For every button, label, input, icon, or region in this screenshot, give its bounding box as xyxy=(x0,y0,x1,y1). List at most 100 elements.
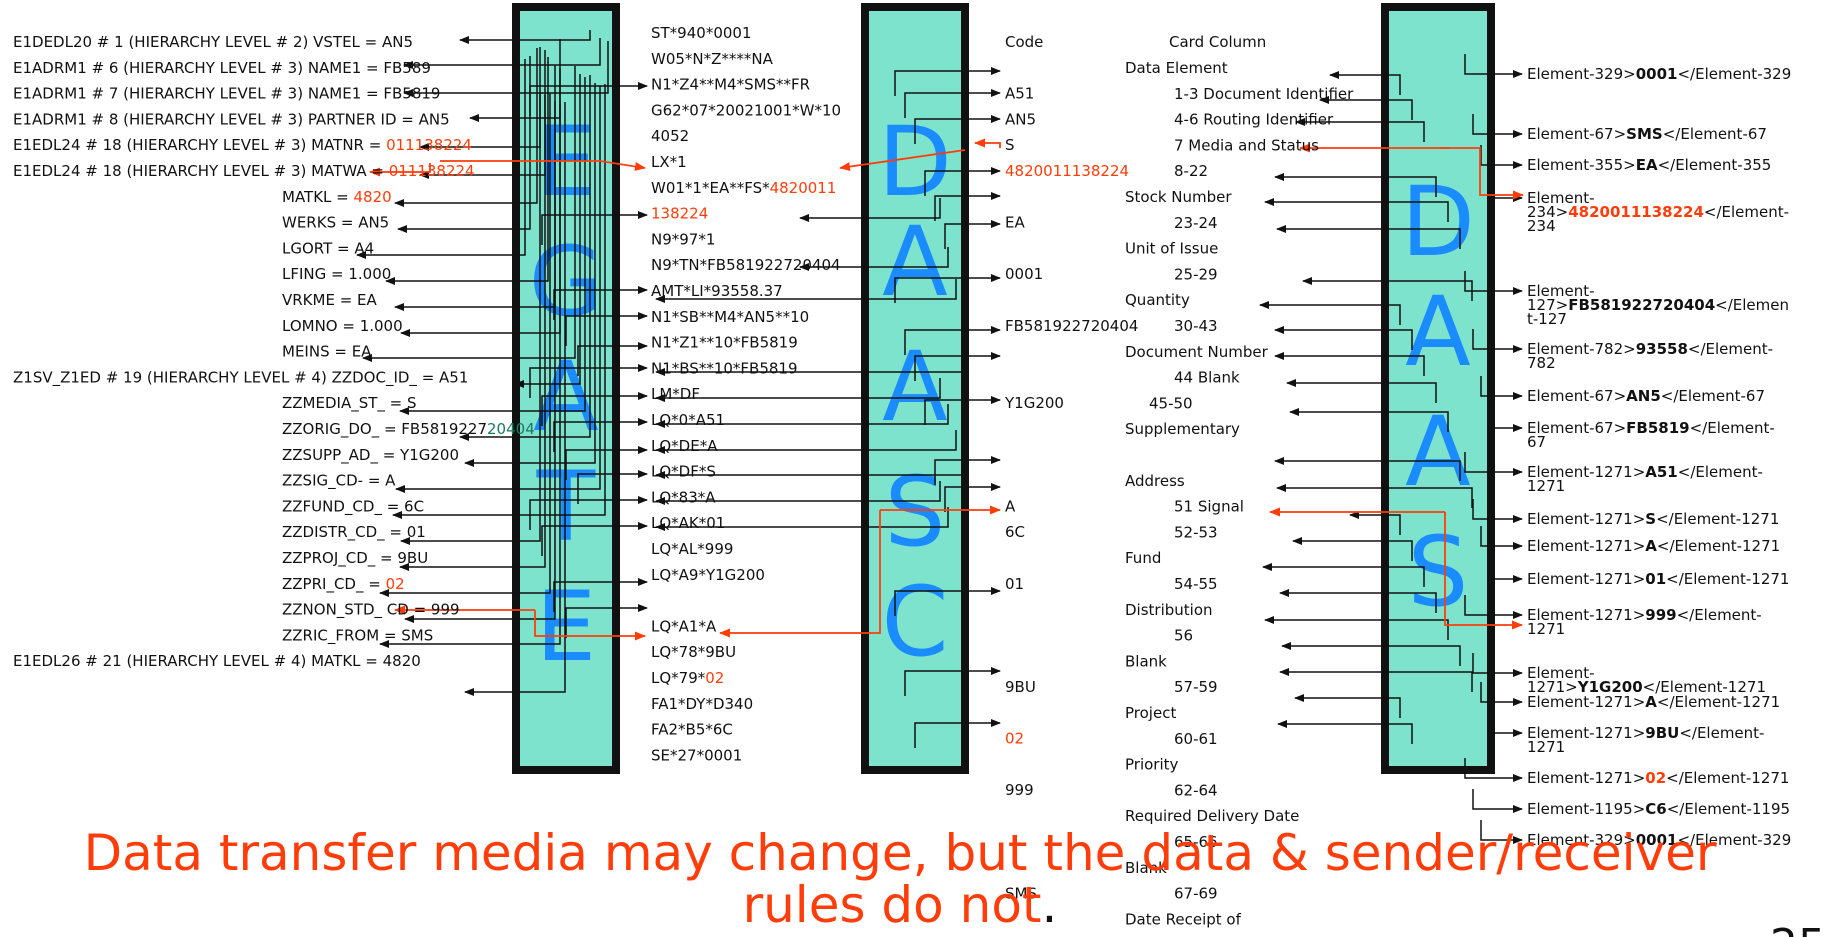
connector xyxy=(1274,352,1425,376)
card-column-line: Document Number xyxy=(1125,343,1269,361)
text-run: 234 xyxy=(1527,217,1556,235)
text-run: ST*940*0001 xyxy=(651,24,752,42)
text-run: Document Number xyxy=(1125,343,1269,361)
caption: Data transfer media may change, but the … xyxy=(84,824,1717,934)
x12-line: FA2*B5*6C xyxy=(651,721,733,739)
x12-line: FA1*DY*D340 xyxy=(651,695,753,713)
card-column-line: 54-55 xyxy=(1174,575,1218,593)
idoc-line: ZZSIG_CD- = A xyxy=(282,472,396,491)
x12-line: 138224 xyxy=(651,205,708,223)
card-column-line: 8-22 xyxy=(1174,162,1208,180)
xml-element-line: t-127 xyxy=(1527,310,1567,328)
idoc-line: ZZNON_STD_ CD = 999 xyxy=(282,601,460,620)
connector xyxy=(565,312,648,346)
connector xyxy=(904,667,1001,696)
idoc-line: E1EDL26 # 21 (HIERARCHY LEVEL # 4) MATKL… xyxy=(13,652,421,670)
text-run: W01*1*EA**FS* xyxy=(651,179,770,197)
text-run: MATKL = xyxy=(282,188,354,206)
text-run: LQ*83*A xyxy=(651,488,716,506)
text-run: ZZPRI_CD_ = xyxy=(282,575,386,594)
card-column-line: Required Delivery Date xyxy=(1125,807,1299,825)
text-run: 1271 xyxy=(1527,620,1565,638)
text-run: 011138224 xyxy=(389,162,475,180)
text-run: 02 xyxy=(1645,769,1666,787)
text-run: A51 xyxy=(1645,463,1677,481)
connector xyxy=(914,352,1001,381)
connector xyxy=(1264,198,1449,222)
connector xyxy=(395,86,601,493)
text-run: LQ*79* xyxy=(651,669,706,687)
text-run: E1DEDL20 # 1 (HIERARCHY LEVEL # 2) VSTEL… xyxy=(13,33,413,51)
code-column: Code A51 AN5 S 4820011138224 EA 0001 FB58192272… xyxy=(1004,33,1138,902)
caption-line: Data transfer media may change, but the … xyxy=(84,824,1717,882)
connector xyxy=(404,101,556,623)
code-value: A xyxy=(1005,497,1016,515)
card-column-line: Blank xyxy=(1125,859,1167,877)
text-run: 4820011138224 xyxy=(1005,162,1129,180)
connector xyxy=(1472,789,1523,813)
text-run: 6C xyxy=(1005,523,1025,541)
text-run: </Elemen xyxy=(1715,296,1789,314)
connector xyxy=(655,455,965,479)
connector xyxy=(655,352,965,376)
text-run: 01 xyxy=(1645,570,1666,588)
text-run: Element-329> xyxy=(1527,65,1636,83)
text-run: MEINS = EA xyxy=(282,343,372,361)
connector xyxy=(1276,225,1461,249)
xml-element-line: Element-1271>S</Element-1271 xyxy=(1527,510,1779,528)
connector xyxy=(459,75,591,441)
daasc-letters: D A A S C xyxy=(878,106,952,678)
connector xyxy=(894,67,1001,96)
connector xyxy=(1281,642,1461,666)
connector xyxy=(1480,376,1523,400)
text-run: 57-59 xyxy=(1174,678,1218,696)
x12-segment-column: ST*940*0001 W05*N*Z****NA N1*Z4**M4*SMS**F… xyxy=(651,24,841,764)
connector xyxy=(1274,457,1461,481)
connector xyxy=(1488,408,1523,432)
text-run: 51 Signal xyxy=(1174,498,1244,516)
text-run: Y1G200 xyxy=(1577,678,1643,696)
caption-run: . xyxy=(1042,876,1058,934)
x12-line: 4052 xyxy=(651,127,689,145)
text-run: E1ADRM1 # 6 (HIERARCHY LEVEL # 3) NAME1 … xyxy=(13,59,431,77)
text-run: 02 xyxy=(386,575,405,593)
text-run: </Element-1271 xyxy=(1643,678,1766,696)
x12-line: W05*N*Z****NA xyxy=(651,50,774,68)
card-column-line: Distribution xyxy=(1125,601,1213,619)
xml-element-line: 234>4820011138224</Element- xyxy=(1527,203,1789,221)
highlight-connector xyxy=(719,510,881,638)
connector xyxy=(399,95,546,571)
text-run: ZZSIG_CD- = A xyxy=(282,472,396,491)
text-run: AN5 xyxy=(1626,387,1661,405)
text-run: Element-1271> xyxy=(1527,769,1645,787)
text-run: 1271> xyxy=(1527,678,1578,696)
text-run: A xyxy=(1645,537,1657,555)
x12-line: N1*SB**M4*AN5**10 xyxy=(651,308,809,326)
connector xyxy=(1472,499,1523,523)
text-run: E1EDL24 # 18 (HIERARCHY LEVEL # 3) MATWA… xyxy=(13,162,389,180)
highlight-connector xyxy=(440,160,646,171)
text-run: LQ*AL*999 xyxy=(651,540,733,558)
card-column-line: 45-50 xyxy=(1149,394,1193,412)
code-value: 9BU xyxy=(1005,678,1036,696)
text-run: Element- xyxy=(1527,664,1595,682)
code-value: 999 xyxy=(1005,781,1034,799)
text-run: N1*BS**10*FB5819 xyxy=(651,359,798,377)
connector xyxy=(1277,720,1413,744)
x12-line: LX*1 xyxy=(651,153,687,171)
text-run: LOMNO = 1.000 xyxy=(282,317,403,335)
text-run: LQ*0*A51 xyxy=(651,411,725,429)
text-run: 56 xyxy=(1174,627,1193,645)
idoc-line: E1EDL24 # 18 (HIERARCHY LEVEL # 3) MATNR… xyxy=(13,136,472,154)
connector xyxy=(385,57,549,285)
connector xyxy=(914,115,1001,144)
card-column-header: Card Column xyxy=(1169,33,1266,51)
idoc-line: E1ADRM1 # 8 (HIERARCHY LEVEL # 3) PARTNE… xyxy=(13,110,450,128)
code-value: 01 xyxy=(1005,575,1024,593)
idoc-line: Z1SV_Z1ED # 19 (HIERARCHY LEVEL # 4) ZZD… xyxy=(13,368,468,387)
connector xyxy=(914,719,1001,748)
text-run: EA xyxy=(1636,156,1658,174)
code-value: 0001 xyxy=(1005,265,1043,283)
text-run: 02 xyxy=(705,669,724,687)
text-run: 0001 xyxy=(1636,65,1678,83)
